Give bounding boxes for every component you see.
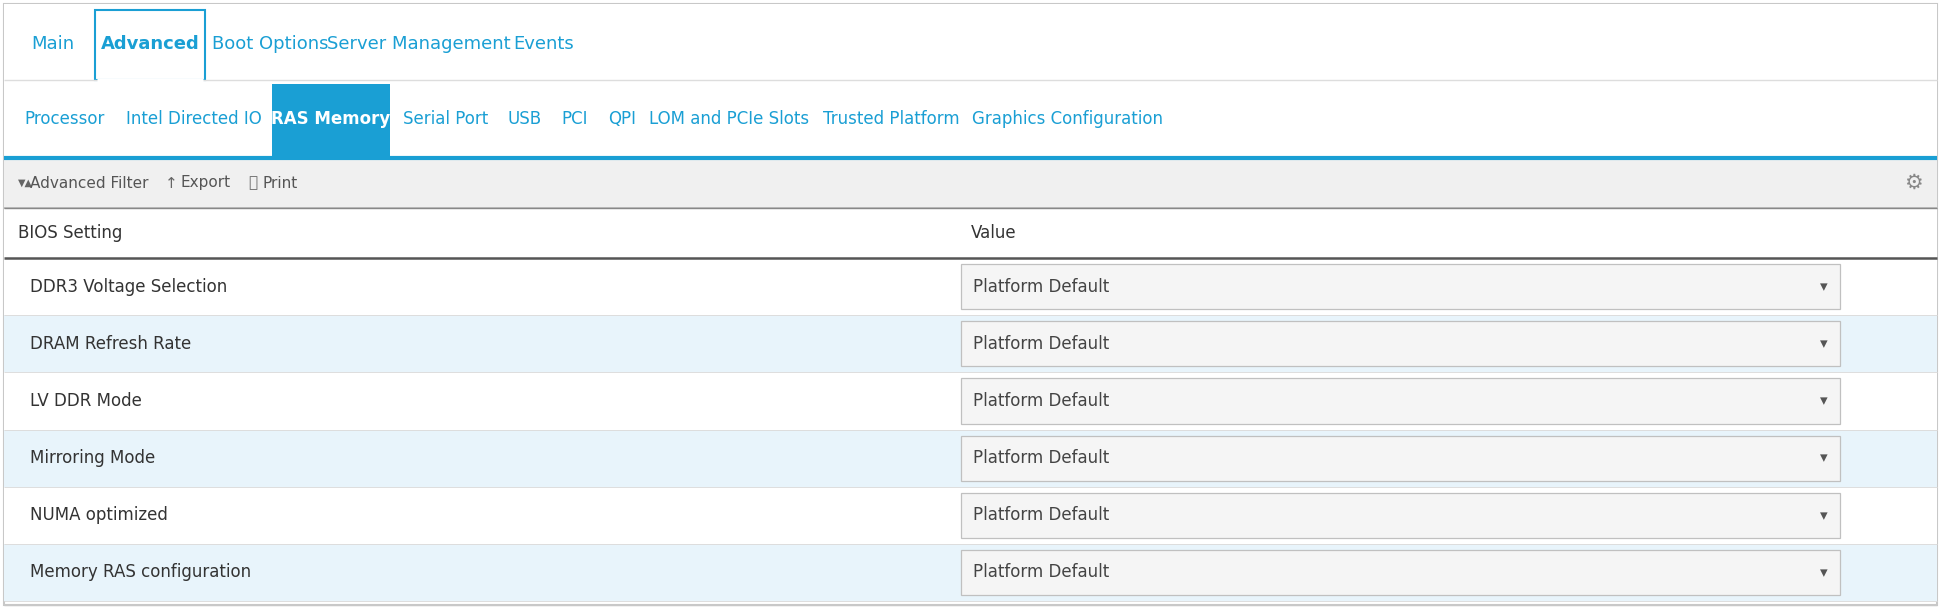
Bar [961, 378, 1840, 423]
Bar [4, 258, 1937, 315]
Bar [272, 84, 390, 158]
Text: Platform Default: Platform Default [972, 392, 1108, 410]
Text: PCI: PCI [561, 110, 588, 128]
Text: ▾: ▾ [1821, 393, 1828, 409]
Text: Print: Print [262, 175, 299, 191]
Text: ▾: ▾ [1821, 451, 1828, 466]
Text: Platform Default: Platform Default [972, 278, 1108, 295]
Text: USB: USB [509, 110, 542, 128]
Bar [4, 208, 1937, 258]
Text: Graphics Configuration: Graphics Configuration [972, 110, 1163, 128]
Text: Export: Export [181, 175, 231, 191]
Text: Platform Default: Platform Default [972, 563, 1108, 582]
Bar [961, 550, 1840, 595]
Bar [4, 4, 1937, 80]
Bar [961, 264, 1840, 309]
Bar [961, 321, 1840, 367]
Text: ▾: ▾ [1821, 336, 1828, 351]
Bar [4, 80, 1937, 158]
Bar [4, 544, 1937, 601]
Bar [4, 372, 1937, 429]
Text: ▾: ▾ [1821, 565, 1828, 580]
Text: Platform Default: Platform Default [972, 449, 1108, 467]
Text: ▾: ▾ [1821, 279, 1828, 294]
Text: Advanced: Advanced [101, 35, 200, 53]
Text: Main: Main [31, 35, 74, 53]
Text: LOM and PCIe Slots: LOM and PCIe Slots [650, 110, 809, 128]
Text: DDR3 Voltage Selection: DDR3 Voltage Selection [29, 278, 227, 295]
Text: LV DDR Mode: LV DDR Mode [29, 392, 142, 410]
Text: Serial Port: Serial Port [404, 110, 487, 128]
Text: Events: Events [514, 35, 575, 53]
Text: ▾: ▾ [1821, 508, 1828, 523]
Text: Boot Options: Boot Options [212, 35, 328, 53]
Text: ▼▲: ▼▲ [17, 178, 33, 188]
Text: Memory RAS configuration: Memory RAS configuration [29, 563, 250, 582]
Bar [95, 10, 206, 80]
Text: Value: Value [970, 224, 1017, 242]
Text: Advanced Filter: Advanced Filter [29, 175, 149, 191]
Text: Platform Default: Platform Default [972, 506, 1108, 524]
Bar [961, 493, 1840, 538]
Text: NUMA optimized: NUMA optimized [29, 506, 167, 524]
Text: Trusted Platform: Trusted Platform [823, 110, 959, 128]
Bar [4, 487, 1937, 544]
Text: QPI: QPI [608, 110, 637, 128]
Text: Server Management: Server Management [328, 35, 510, 53]
Text: DRAM Refresh Rate: DRAM Refresh Rate [29, 335, 192, 353]
Text: ⚙: ⚙ [1904, 173, 1924, 193]
Bar [4, 315, 1937, 372]
Bar [4, 429, 1937, 487]
Text: Intel Directed IO: Intel Directed IO [126, 110, 262, 128]
Bar [4, 158, 1937, 208]
Text: Platform Default: Platform Default [972, 335, 1108, 353]
Text: RAS Memory: RAS Memory [272, 110, 390, 128]
Text: Processor: Processor [25, 110, 105, 128]
Text: Mirroring Mode: Mirroring Mode [29, 449, 155, 467]
Text: ↑: ↑ [165, 175, 179, 191]
Text: BIOS Setting: BIOS Setting [17, 224, 122, 242]
Bar [961, 435, 1840, 481]
Text: ⎙: ⎙ [248, 175, 256, 191]
